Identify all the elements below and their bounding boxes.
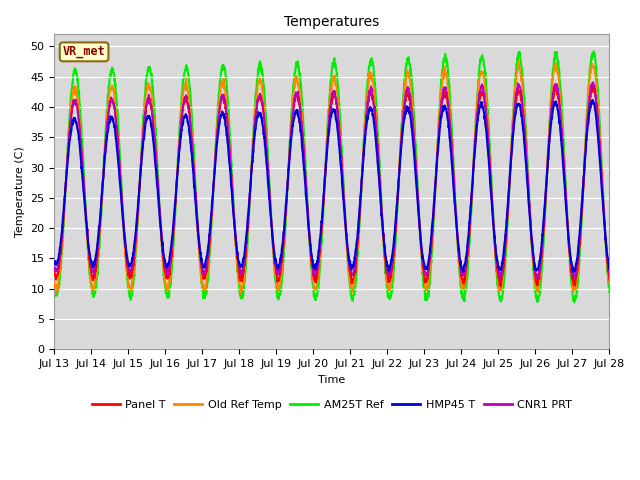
X-axis label: Time: Time	[318, 374, 346, 384]
Y-axis label: Temperature (C): Temperature (C)	[15, 146, 25, 237]
Title: Temperatures: Temperatures	[284, 15, 380, 29]
Text: VR_met: VR_met	[63, 45, 106, 59]
Legend: Panel T, Old Ref Temp, AM25T Ref, HMP45 T, CNR1 PRT: Panel T, Old Ref Temp, AM25T Ref, HMP45 …	[87, 396, 577, 415]
